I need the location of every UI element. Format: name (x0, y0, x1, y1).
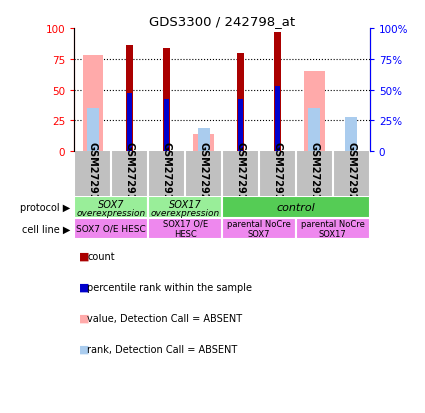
Bar (127, 94, 133, 152)
Bar (304, 72, 325, 152)
Text: parental NoCre
SOX17: parental NoCre SOX17 (301, 219, 365, 239)
Text: SOX7: SOX7 (98, 199, 125, 209)
Text: GSM272914: GSM272914 (88, 142, 98, 207)
Text: protocol ▶: protocol ▶ (20, 203, 70, 213)
Text: cell line ▶: cell line ▶ (22, 224, 70, 234)
Title: GDS3300 / 242798_at: GDS3300 / 242798_at (149, 15, 295, 28)
Text: SOX7 O/E HESC: SOX7 O/E HESC (76, 224, 146, 233)
Text: control: control (277, 203, 315, 213)
Text: GSM272921: GSM272921 (346, 142, 356, 207)
Bar (74, 197, 148, 218)
Bar (222, 218, 296, 240)
Text: count: count (87, 251, 115, 261)
Text: ■: ■ (79, 313, 89, 323)
Text: GSM272920: GSM272920 (198, 142, 209, 207)
Bar (74, 218, 148, 240)
Bar (164, 100, 169, 152)
Bar (163, 49, 170, 152)
Bar (345, 117, 357, 152)
Bar (308, 109, 320, 152)
Text: GSM272915: GSM272915 (235, 142, 246, 207)
Text: ■: ■ (79, 282, 89, 292)
Text: SOX17 O/E
HESC: SOX17 O/E HESC (163, 219, 208, 239)
Bar (83, 56, 103, 152)
Text: overexpression: overexpression (150, 209, 220, 217)
Text: parental NoCre
SOX7: parental NoCre SOX7 (227, 219, 291, 239)
Text: percentile rank within the sample: percentile rank within the sample (87, 282, 252, 292)
Bar (126, 46, 133, 152)
Bar (238, 100, 243, 152)
Text: rank, Detection Call = ABSENT: rank, Detection Call = ABSENT (87, 344, 238, 354)
Bar (296, 218, 370, 240)
Text: SOX17: SOX17 (169, 199, 201, 209)
Text: ■: ■ (79, 344, 89, 354)
Bar (198, 128, 210, 152)
Bar (222, 197, 370, 218)
Text: GSM272917: GSM272917 (272, 142, 283, 207)
Text: value, Detection Call = ABSENT: value, Detection Call = ABSENT (87, 313, 242, 323)
Text: GSM272916: GSM272916 (125, 142, 135, 207)
Bar (237, 54, 244, 152)
Bar (274, 33, 281, 152)
Bar (148, 197, 222, 218)
Bar (193, 135, 214, 152)
Text: GSM272918: GSM272918 (162, 142, 172, 207)
Text: GSM272919: GSM272919 (309, 142, 319, 207)
Text: ■: ■ (79, 251, 89, 261)
Bar (87, 109, 99, 152)
Bar (275, 87, 280, 152)
Bar (148, 218, 222, 240)
Text: overexpression: overexpression (76, 209, 146, 217)
